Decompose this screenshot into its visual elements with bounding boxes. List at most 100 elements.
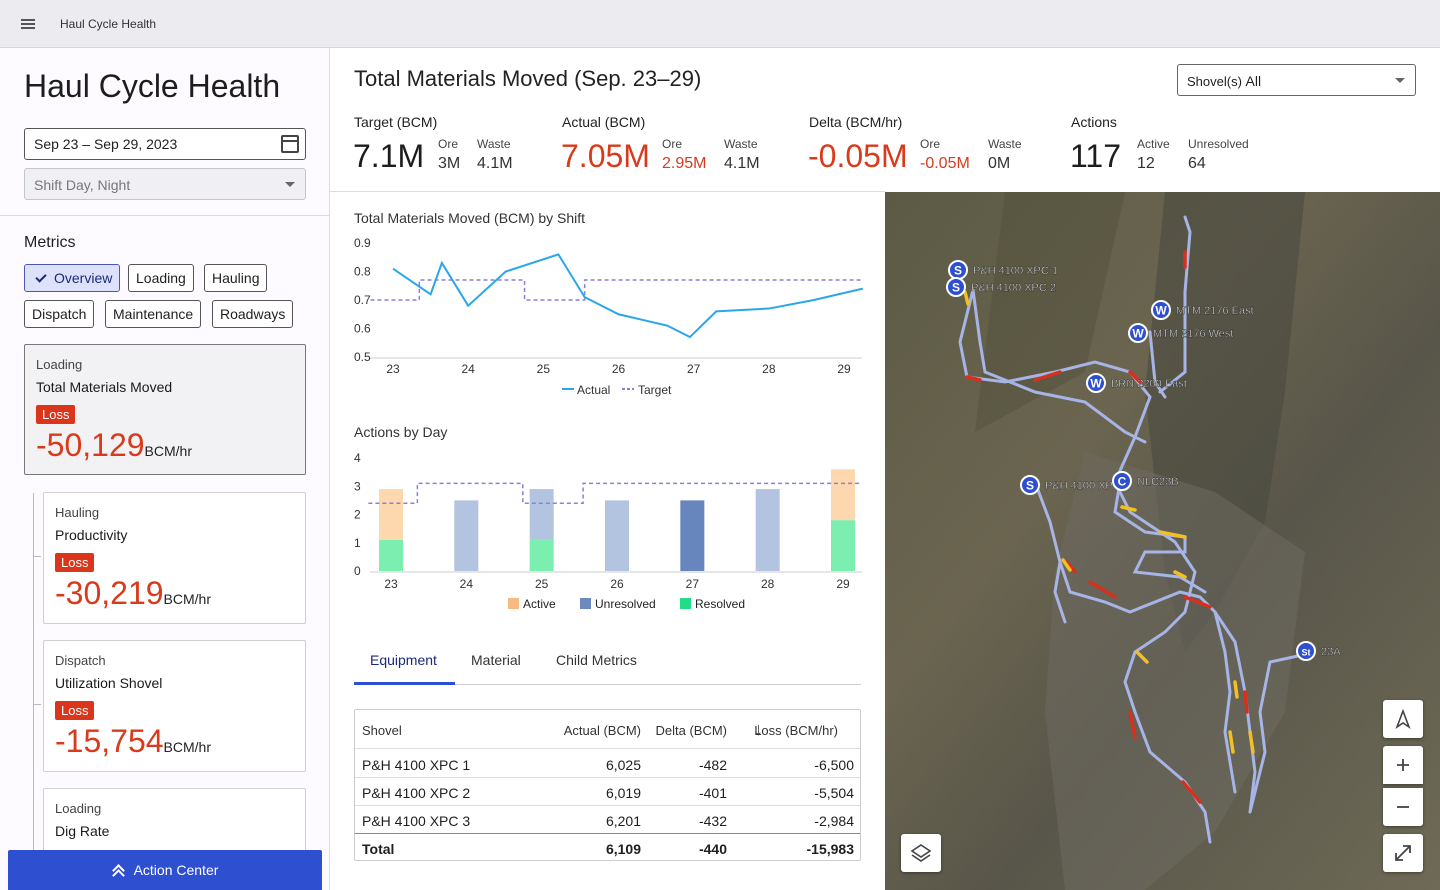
y-tick-label: 0.5 [354,350,371,364]
map-marker-pin [1086,373,1106,393]
card-value-number: -15,754 [55,723,164,759]
zoom-in-button[interactable] [1383,746,1423,784]
tab-indicator [354,682,455,685]
line-chart-title: Total Materials Moved (BCM) by Shift [354,210,586,226]
hamburger-menu-icon[interactable] [21,18,35,29]
kpi-ore-label: Active [1137,137,1170,151]
tab-bar: Equipment Material Child Metrics [354,640,861,685]
card-name: Dig Rate [55,823,110,839]
card-category: Loading [36,357,83,372]
legend-label-unresolved: Unresolved [595,597,656,611]
loss-badge: Loss [55,701,95,720]
y-tick-label: 0.9 [354,236,371,250]
kpi-value: 7.1M [353,138,425,174]
minus-icon [1397,806,1409,808]
metric-card-total-materials[interactable]: Loading Total Materials Moved Loss -50,1… [24,344,306,475]
fullscreen-button[interactable] [1383,834,1423,872]
main-title: Total Materials Moved (Sep. 23–29) [354,66,702,91]
table-row[interactable]: P&H 4100 XPC 3 6,201 -432 -2,984 [355,806,860,834]
haul-roads [958,215,1309,844]
kpi-waste-value: 0M [988,155,1011,172]
chip-dispatch[interactable]: Dispatch [24,300,95,328]
metric-card-productivity[interactable]: Hauling Productivity Loss -30,219BCM/hr [43,492,306,624]
divider [330,191,885,192]
equipment-table: Shovel Actual (BCM) Delta (BCM) Loss (BC… [354,709,861,861]
loss-badge: Loss [36,405,76,424]
bar-unresolved [680,500,705,571]
card-name: Total Materials Moved [36,379,173,395]
table-row[interactable]: P&H 4100 XPC 2 6,019 -401 -5,504 [355,778,860,806]
action-center-label: Action Center [133,862,219,878]
map-markers: S P&H 4100 XPC 1 S P&H 4100 XPC 2 W MTM 2176 … [946,260,1341,661]
navigation-arrow-icon [1395,708,1411,730]
x-tick-label: 27 [686,577,700,591]
kpi-label: Delta (BCM/hr) [809,114,903,130]
map-marker-pin [1296,641,1316,661]
kpi-ore-value: 3M [438,155,461,172]
kpi-ore-value: -0.05M [920,155,970,172]
satellite-map[interactable]: S P&H 4100 XPC 1 S P&H 4100 XPC 2 W MTM 2176 … [885,192,1440,890]
map-marker-letter: W [1090,377,1102,391]
map-marker-label: MTM 2176 West [1153,328,1234,340]
chip-loading[interactable]: Loading [128,264,194,292]
loss-badge: Loss [55,553,95,572]
kpi-value: 117 [1070,138,1122,174]
map-marker-label: MTM 2176 East [1176,305,1254,317]
tab-material[interactable]: Material [471,652,521,668]
kpi-waste-label: Waste [724,137,758,151]
table-row[interactable]: P&H 4100 XPC 1 6,025 -482 -6,500 [355,750,860,778]
date-range-field[interactable]: Sep 23 – Sep 29, 2023 [24,128,306,160]
sort-arrow-down-icon[interactable]: ↓ [754,719,763,739]
chip-roadways[interactable]: Roadways [212,300,294,328]
x-tick-label: 29 [837,362,851,376]
y-tick-label: 0 [354,564,361,578]
map-marker-label: P&H 4100 XPC 2 [971,282,1056,294]
shovel-select[interactable]: Shovel(s) All [1177,64,1416,96]
shovel-label: Shovel(s) [1187,74,1242,89]
map-view[interactable]: S P&H 4100 XPC 1 S P&H 4100 XPC 2 W MTM 2176 … [885,192,1440,890]
kpi-waste-value: 64 [1188,155,1206,172]
line-chart: 0.9 0.8 0.7 0.6 0.5 23 24 25 26 27 28 29 Actual Targe… [354,236,864,397]
kpi-label: Actions [1071,114,1117,130]
col-actual[interactable]: Actual (BCM) [563,723,641,738]
y-tick-label: 1 [354,536,361,550]
chip-maintenance[interactable]: Maintenance [105,300,202,328]
tab-child-metrics[interactable]: Child Metrics [556,652,637,668]
shift-select[interactable]: Shift Day, Night [24,168,306,200]
action-center-button[interactable]: Action Center [8,850,322,890]
kpi-label: Actual (BCM) [562,114,646,130]
chip-overview[interactable]: Overview [24,264,121,292]
target-line [370,279,863,301]
app-title: Haul Cycle Health [60,16,157,31]
card-category: Hauling [55,505,100,520]
map-marker-letter: W [1132,327,1144,341]
col-delta[interactable]: Delta (BCM) [655,723,727,738]
plus-icon [1397,759,1409,771]
x-tick-label: 27 [687,362,701,376]
card-unit: BCM/hr [163,739,211,755]
tree-tick [33,556,41,557]
metric-card-utilization[interactable]: Dispatch Utilization Shovel Loss -15,754… [43,640,306,772]
col-shovel[interactable]: Shovel [362,723,402,738]
kpi-ore-label: Ore [920,137,941,151]
card-unit: BCM/hr [144,443,192,459]
col-loss[interactable]: Loss (BCM/hr) [754,723,838,738]
calendar-icon[interactable] [281,135,299,153]
tab-equipment[interactable]: Equipment [370,652,437,668]
cell-actual: 6,019 [605,785,641,801]
chip-hauling[interactable]: Hauling [204,264,268,292]
loss-road-segments [965,250,1249,804]
chip-label: Overview [54,270,113,286]
cell-actual: 6,025 [605,757,641,773]
x-tick-label: 25 [535,577,549,591]
y-tick-label: 0.8 [354,265,371,279]
map-marker-letter: S [952,281,960,295]
card-name: Utilization Shovel [55,675,163,691]
zoom-out-button[interactable] [1383,788,1423,826]
cell-loss: -5,504 [814,785,854,801]
cell-loss: -2,984 [814,813,854,829]
compass-button[interactable] [1383,700,1423,738]
bar-active [379,489,403,540]
cell-delta: -482 [698,757,727,773]
layers-button[interactable] [901,834,941,872]
